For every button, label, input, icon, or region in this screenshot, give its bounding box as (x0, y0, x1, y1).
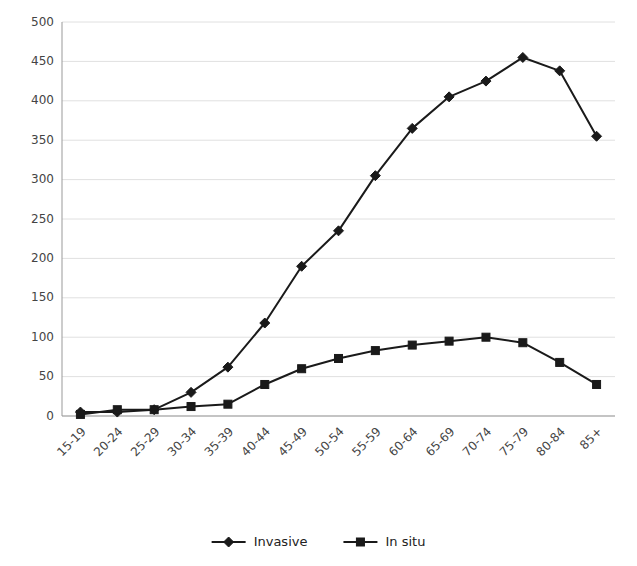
data-point (445, 337, 453, 345)
y-tick-label: 150 (31, 290, 54, 304)
y-tick-label: 100 (31, 330, 54, 344)
series (75, 52, 601, 417)
data-point (261, 380, 269, 388)
x-tick-label: 65-69 (423, 424, 458, 459)
data-point (593, 380, 601, 388)
legend-item: In situ (343, 534, 425, 549)
data-point (407, 123, 417, 133)
y-tick-label: 0 (46, 409, 54, 423)
x-tick-label: 75-79 (497, 424, 532, 459)
data-point (224, 400, 232, 408)
data-point (150, 406, 158, 414)
grid-line (62, 258, 615, 259)
data-point (298, 365, 306, 373)
y-tick-label: 450 (31, 54, 54, 68)
grid-line (62, 219, 615, 220)
data-point (223, 362, 233, 372)
grid-line (62, 416, 615, 417)
x-tick-label: 60-64 (386, 424, 421, 459)
x-tick-label: 70-74 (460, 424, 495, 459)
data-point (408, 341, 416, 349)
data-point (444, 92, 454, 102)
x-tick-label: 40-44 (239, 424, 274, 459)
series (76, 333, 600, 418)
legend-label: In situ (385, 534, 425, 549)
legend-marker (224, 537, 234, 547)
y-tick-label: 400 (31, 93, 54, 107)
x-tick-label: 80-84 (533, 424, 568, 459)
x-tick-label: 55-59 (349, 424, 384, 459)
x-axis-line (62, 416, 615, 417)
y-axis-line (62, 22, 63, 416)
grid-line (62, 376, 615, 377)
data-point (334, 226, 344, 236)
data-point (297, 261, 307, 271)
data-point (149, 405, 159, 415)
grid-line (62, 297, 615, 298)
grid-line (62, 100, 615, 101)
data-point (76, 410, 84, 418)
grid-line (62, 179, 615, 180)
legend-label: Invasive (254, 534, 308, 549)
x-tick-label: 25-29 (128, 424, 163, 459)
data-point (260, 318, 270, 328)
y-tick-label: 250 (31, 212, 54, 226)
data-point (592, 131, 602, 141)
y-tick-label: 50 (39, 369, 54, 383)
series-line (80, 337, 596, 414)
legend-item: Invasive (212, 534, 308, 549)
x-tick-label: 50-54 (312, 424, 347, 459)
data-point (187, 403, 195, 411)
y-tick-label: 300 (31, 172, 54, 186)
x-tick-label: 15-19 (54, 424, 89, 459)
legend-marker (356, 538, 364, 546)
y-tick-label: 350 (31, 133, 54, 147)
x-tick-label: 85+ (577, 424, 605, 452)
legend: Invasive In situ (212, 534, 426, 549)
x-tick-label: 45-49 (275, 424, 310, 459)
x-tick-label: 35-39 (202, 424, 237, 459)
x-tick-label: 20-24 (91, 424, 126, 459)
plot-area (75, 52, 601, 418)
data-point (518, 52, 528, 62)
axes: 0 50 100 150 200 250 300 350 400 450 500 15-1920-24… (31, 15, 615, 460)
y-tick-label: 200 (31, 251, 54, 265)
data-point (335, 354, 343, 362)
grid-line (62, 337, 615, 338)
data-point (186, 387, 196, 397)
data-point (519, 339, 527, 347)
data-point (113, 406, 121, 414)
data-point (481, 76, 491, 86)
grid (62, 22, 615, 416)
grid-line (62, 22, 615, 23)
series-line (80, 57, 596, 412)
x-tick-label: 30-34 (165, 424, 200, 459)
data-point (555, 66, 565, 76)
y-tick-label: 500 (31, 15, 54, 29)
data-point (482, 333, 490, 341)
chart: 0 50 100 150 200 250 300 350 400 450 500 15-1920-24… (0, 0, 637, 566)
data-point (370, 171, 380, 181)
data-point (371, 347, 379, 355)
grid-line (62, 140, 615, 141)
data-point (556, 358, 564, 366)
